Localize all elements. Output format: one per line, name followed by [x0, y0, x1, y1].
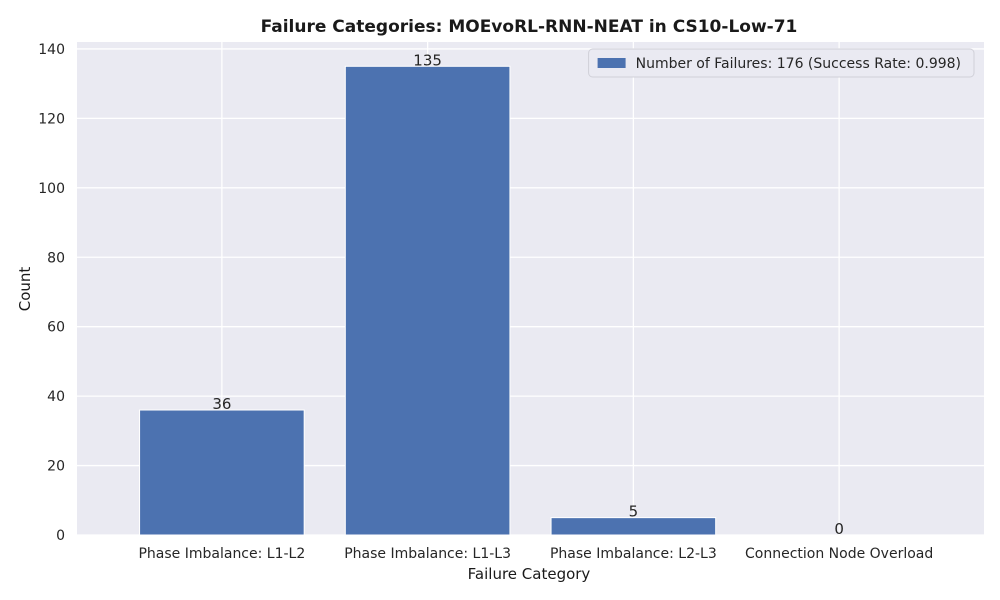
x-tick-label: Phase Imbalance: L2-L3 [550, 546, 717, 562]
bar-value-label: 5 [629, 503, 639, 521]
data-labels: 36 135 5 0 [212, 51, 844, 538]
y-tick-label: 140 [38, 42, 65, 58]
y-tick-label: 120 [38, 111, 65, 127]
legend-label: Number of Failures: 176 (Success Rate: 0… [636, 56, 961, 72]
legend: Number of Failures: 176 (Success Rate: 0… [588, 48, 975, 78]
x-axis-label: Failure Category [468, 565, 591, 583]
x-axis-ticks: Phase Imbalance: L1-L2 Phase Imbalance: L… [138, 546, 933, 562]
x-tick-label: Connection Node Overload [745, 546, 933, 562]
bar-value-label: 0 [834, 520, 844, 538]
bar [550, 517, 717, 536]
chart-title: Failure Categories: MOEvoRL-RNN-NEAT in … [261, 17, 798, 37]
bars [139, 65, 717, 536]
bar [139, 409, 305, 536]
y-tick-label: 20 [47, 459, 65, 475]
y-tick-label: 100 [38, 181, 65, 197]
y-tick-label: 80 [47, 250, 65, 266]
bar-value-label: 135 [413, 51, 442, 69]
legend-box [588, 48, 975, 78]
bar-value-label: 36 [212, 395, 231, 413]
bar [344, 65, 511, 536]
y-tick-label: 60 [47, 320, 65, 336]
y-axis-label: Count [16, 267, 34, 312]
x-tick-label: Phase Imbalance: L1-L3 [344, 546, 511, 562]
legend-swatch [597, 58, 626, 68]
y-tick-label: 40 [47, 389, 65, 405]
x-tick-label: Phase Imbalance: L1-L2 [138, 546, 305, 562]
y-axis-ticks: 0 20 40 60 80 100 120 140 [38, 42, 65, 544]
y-tick-label: 0 [56, 528, 65, 544]
